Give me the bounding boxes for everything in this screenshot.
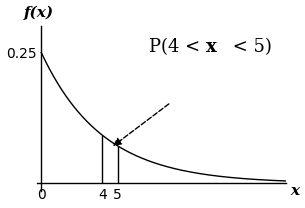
Text: x: x bbox=[206, 38, 217, 56]
Text: < 5): < 5) bbox=[227, 38, 272, 56]
Text: P(4 <: P(4 < bbox=[149, 38, 206, 56]
Text: x: x bbox=[291, 184, 300, 198]
Text: f(x): f(x) bbox=[24, 5, 54, 20]
